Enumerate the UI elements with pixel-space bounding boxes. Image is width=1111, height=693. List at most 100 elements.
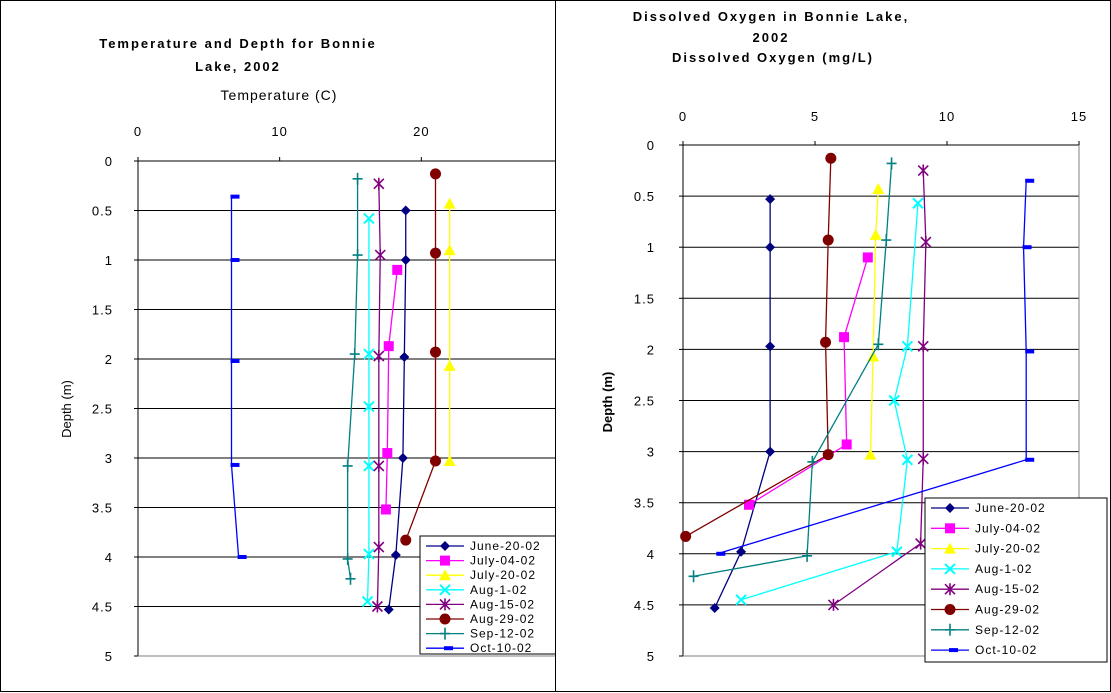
data-point <box>825 152 837 164</box>
data-point <box>230 358 240 363</box>
series-June-20-02 <box>383 205 411 615</box>
data-point <box>1025 349 1035 354</box>
legend-swatch-marker <box>944 542 956 554</box>
series-July-04-02 <box>380 264 403 515</box>
data-point <box>886 157 897 170</box>
data-point <box>688 570 699 583</box>
x-tick-label: 5 <box>811 109 819 124</box>
data-point <box>383 341 394 352</box>
legend-label: Aug-29-02 <box>975 603 1040 617</box>
data-point <box>237 555 247 559</box>
y-tick-label: 0.5 <box>92 204 113 219</box>
legend-label: July-04-02 <box>975 521 1041 535</box>
series-line <box>376 183 381 607</box>
y-tick-label: 3.5 <box>634 496 655 511</box>
legend-swatch-marker <box>439 613 451 625</box>
data-point <box>230 258 240 262</box>
data-point <box>443 359 456 371</box>
y-tick-label: 3 <box>105 451 113 466</box>
data-point <box>765 341 776 352</box>
data-point <box>1025 457 1035 462</box>
data-point <box>901 340 914 353</box>
series-Sep-12-02 <box>342 172 363 585</box>
data-point <box>765 446 776 457</box>
data-point <box>917 452 929 465</box>
x-tick-label: 0 <box>134 124 142 139</box>
legend-swatch-marker <box>439 598 451 611</box>
data-point <box>765 194 776 205</box>
y-tick-label: 3 <box>647 445 655 460</box>
series-line <box>833 170 927 606</box>
data-point <box>709 602 720 613</box>
data-point <box>864 448 877 460</box>
x-axis-title: Dissolved Oxygen (mg/L) <box>672 50 874 65</box>
data-point <box>352 249 363 262</box>
data-point <box>765 242 776 253</box>
data-point <box>392 264 403 275</box>
series-Aug-29-02 <box>680 152 837 542</box>
series-Aug-29-02 <box>400 168 441 546</box>
series-Aug-1-02 <box>735 197 924 606</box>
legend-swatch-marker <box>945 503 955 513</box>
series-line <box>740 203 919 601</box>
y-tick-label: 2 <box>105 352 113 367</box>
series-July-20-02 <box>443 197 456 466</box>
series-line <box>869 188 880 455</box>
series-line <box>685 158 832 537</box>
y-tick-label: 1 <box>647 240 655 255</box>
data-point <box>735 594 747 606</box>
legend-label: Aug-15-02 <box>975 582 1040 596</box>
series-line <box>388 210 407 610</box>
data-point <box>380 504 391 515</box>
data-point <box>363 400 375 413</box>
series-line <box>385 269 398 510</box>
data-point <box>1022 245 1032 250</box>
x-axis-title: Temperature (C) <box>221 87 338 103</box>
legend-swatch-marker <box>944 604 956 615</box>
y-tick-label: 1.5 <box>92 303 113 318</box>
y-tick-label: 0 <box>105 154 113 169</box>
y-tick-label: 4 <box>647 547 655 562</box>
y-tick-label: 4 <box>105 550 113 565</box>
data-point <box>382 448 393 459</box>
legend-swatch-marker <box>949 648 958 653</box>
data-point <box>802 549 813 562</box>
x-tick-label: 10 <box>271 124 287 139</box>
data-point <box>374 249 386 262</box>
data-point <box>373 177 385 190</box>
y-axis-title: Depth (m) <box>600 372 615 433</box>
y-tick-label: 5 <box>647 649 655 664</box>
series-Aug-15-02 <box>827 164 932 611</box>
x-tick-label: 0 <box>679 109 687 124</box>
chart-title-line1: Dissolved Oxygen in Bonnie Lake, <box>633 9 909 24</box>
legend-swatch-marker <box>945 623 955 636</box>
legend-swatch-marker <box>440 627 450 640</box>
series-line <box>714 199 771 609</box>
data-point <box>400 205 411 216</box>
data-point <box>841 439 852 450</box>
legend-label: Oct-10-02 <box>470 641 532 655</box>
legend-swatch-marker <box>944 583 956 596</box>
data-point <box>342 459 353 472</box>
y-axis-title: Depth (m) <box>59 380 74 438</box>
data-point <box>352 172 363 185</box>
series-Aug-15-02 <box>371 177 386 613</box>
data-point <box>917 340 929 353</box>
legend-label: Aug-15-02 <box>470 597 535 611</box>
data-point <box>443 244 456 256</box>
temperature-chart-panel: Temperature and Depth for Bonnie Lake, 2… <box>0 0 557 692</box>
legend-label: June-20-02 <box>975 501 1046 515</box>
data-point <box>363 460 375 472</box>
data-point <box>443 454 456 466</box>
data-point <box>888 394 900 407</box>
legend-swatch-marker <box>440 555 450 566</box>
y-tick-label: 1 <box>105 253 113 268</box>
y-tick-label: 0.5 <box>634 189 655 204</box>
series-Oct-10-02 <box>230 194 247 559</box>
data-point <box>383 604 394 615</box>
data-point <box>400 534 412 546</box>
legend-label: Aug-1-02 <box>975 562 1032 576</box>
y-tick-label: 5 <box>105 649 113 664</box>
temperature-chart: Temperature and Depth for Bonnie Lake, 2… <box>59 36 557 664</box>
y-tick-label: 2.5 <box>634 394 655 409</box>
